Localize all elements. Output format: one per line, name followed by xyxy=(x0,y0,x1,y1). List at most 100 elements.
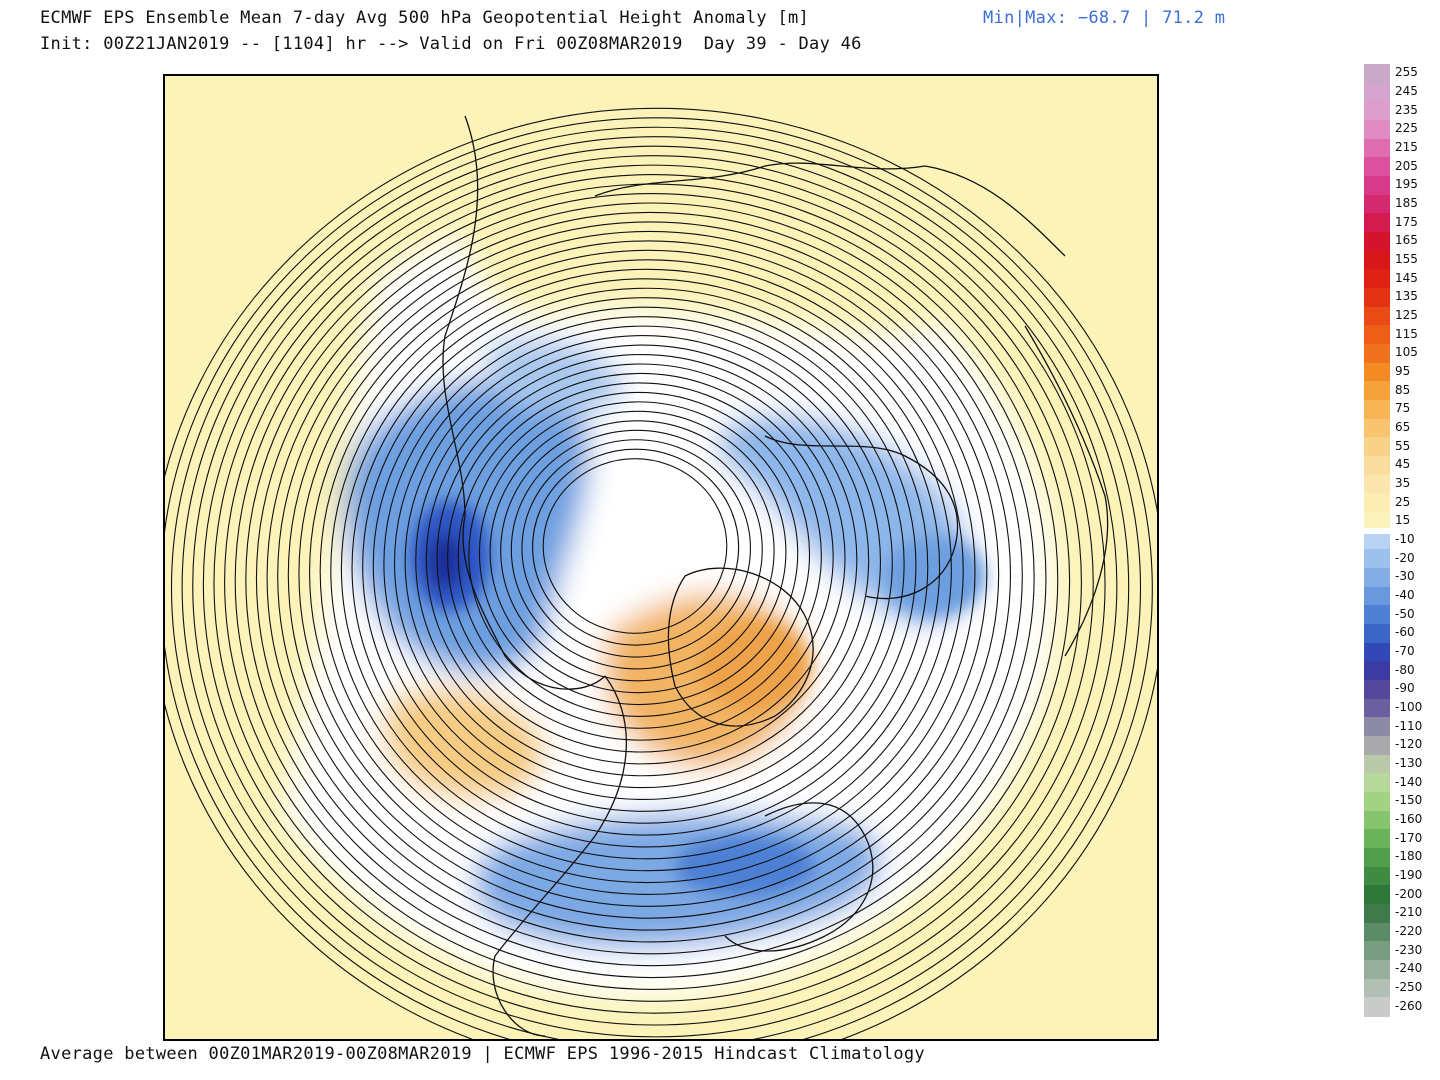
height-contours xyxy=(165,107,1157,1039)
height-contour-line xyxy=(277,221,1023,931)
height-contour-line xyxy=(224,174,1082,990)
height-contour-line xyxy=(165,117,1153,1039)
colorbar-label: -130 xyxy=(1395,756,1423,770)
colorbar-swatch xyxy=(1364,418,1390,438)
init-valid-line: Init: 00Z21JAN2019 -- [1104] hr --> Vali… xyxy=(40,34,862,54)
colorbar-swatch xyxy=(1364,568,1390,588)
height-contour-line xyxy=(181,136,1130,1038)
colorbar-swatch xyxy=(1364,549,1390,569)
colorbar-label: 65 xyxy=(1395,420,1411,434)
colorbar-label: 255 xyxy=(1395,65,1418,80)
coastline-na-west xyxy=(492,675,627,1037)
colorbar-swatch xyxy=(1364,194,1390,214)
colorbar-zero-gap xyxy=(1364,527,1390,534)
colorbar-label: -20 xyxy=(1395,550,1415,565)
height-contour-line xyxy=(404,335,882,789)
colorbar-swatch xyxy=(1364,437,1390,457)
height-contour-line xyxy=(213,164,1094,1002)
colorbar-swatch xyxy=(1364,250,1390,270)
map-canvas xyxy=(165,76,1157,1039)
height-contour-line xyxy=(171,126,1141,1039)
colorbar-swatch xyxy=(1364,381,1390,401)
colorbar-swatch xyxy=(1364,176,1390,196)
colorbar-swatch xyxy=(1364,101,1390,121)
coastline-siberia xyxy=(594,162,1066,257)
colorbar-swatch xyxy=(1364,661,1390,681)
height-contour-line xyxy=(489,410,787,694)
colorbar-label: 85 xyxy=(1395,382,1411,397)
coastline-west xyxy=(442,115,606,690)
colorbar-swatch xyxy=(1364,306,1390,326)
colorbar-label: -120 xyxy=(1395,737,1423,752)
height-contour-line xyxy=(383,316,905,812)
min-max-readout: Min|Max: −68.7 | 71.2 m xyxy=(983,8,1226,28)
height-contour-line xyxy=(362,297,929,836)
colorbar-swatch xyxy=(1364,530,1390,550)
height-contour-line xyxy=(192,145,1118,1026)
colorbar-label: -160 xyxy=(1395,812,1423,826)
colorbar-label: -240 xyxy=(1395,961,1423,976)
height-contour-line xyxy=(330,268,964,872)
colorbar-label: 205 xyxy=(1395,158,1418,173)
colorbar-label: -90 xyxy=(1395,681,1415,696)
colorbar-swatch xyxy=(1364,512,1390,532)
colorbar-label: -140 xyxy=(1395,774,1423,789)
colorbar-label: 155 xyxy=(1395,252,1418,266)
colorbar-swatch xyxy=(1364,493,1390,513)
colorbar-label: 35 xyxy=(1395,476,1411,490)
height-contour-line xyxy=(393,325,893,801)
colorbar-swatch xyxy=(1364,754,1390,774)
colorbar-swatch xyxy=(1364,157,1390,177)
colorbar-swatch xyxy=(1364,941,1390,961)
colorbar-label: -30 xyxy=(1395,569,1415,584)
colorbar-label: 145 xyxy=(1395,270,1418,285)
height-contour-line xyxy=(255,202,1047,955)
colorbar-swatch xyxy=(1364,810,1390,830)
height-contour-line xyxy=(468,391,811,717)
colorbar-label: 195 xyxy=(1395,177,1418,192)
height-contour-line xyxy=(309,249,988,895)
height-contour-line xyxy=(425,353,858,765)
height-contour-line xyxy=(521,439,751,658)
colorbar-swatch xyxy=(1364,773,1390,793)
height-contour-line xyxy=(202,155,1106,1014)
height-contour-line xyxy=(542,458,728,634)
height-contour-line xyxy=(165,107,1157,1039)
colorbar-swatch xyxy=(1364,586,1390,606)
colorbar-label: 215 xyxy=(1395,140,1418,154)
colorbar-swatch xyxy=(1364,922,1390,942)
colorbar-label: -250 xyxy=(1395,980,1423,994)
colorbar-swatch xyxy=(1364,362,1390,382)
colorbar-swatch xyxy=(1364,848,1390,868)
colorbar-label: 15 xyxy=(1395,513,1411,528)
coastline-na-east xyxy=(724,802,874,952)
colorbar-swatch xyxy=(1364,829,1390,849)
height-contour-line xyxy=(500,420,775,682)
colorbar-label: -230 xyxy=(1395,942,1423,957)
colorbar-label: -200 xyxy=(1395,886,1423,901)
colorbar-label: -210 xyxy=(1395,905,1423,920)
chart-title: ECMWF EPS Ensemble Mean 7-day Avg 500 hP… xyxy=(40,8,810,28)
height-contour-line xyxy=(447,372,834,741)
colorbar-label: -260 xyxy=(1395,998,1423,1013)
height-contour-line xyxy=(372,306,917,824)
colorbar-label: 115 xyxy=(1395,326,1418,341)
colorbar-swatch xyxy=(1364,717,1390,737)
colorbar-swatch xyxy=(1364,978,1390,998)
colorbar-label: -50 xyxy=(1395,606,1415,621)
colorbar-swatch xyxy=(1364,792,1390,812)
colorbar-label: -150 xyxy=(1395,793,1423,808)
colorbar-label: -70 xyxy=(1395,644,1415,658)
coastline-east xyxy=(1024,325,1109,657)
height-contour-line xyxy=(245,192,1059,967)
colorbar-swatch xyxy=(1364,64,1390,84)
height-contour-line xyxy=(436,363,846,753)
height-contour-line xyxy=(319,259,976,884)
height-contour-line xyxy=(415,344,870,777)
colorbar-swatch xyxy=(1364,642,1390,662)
colorbar-label: -190 xyxy=(1395,868,1423,882)
height-contour-line xyxy=(510,429,763,670)
footer-note: Average between 00Z01MAR2019-00Z08MAR201… xyxy=(40,1044,925,1064)
coastlines xyxy=(442,115,1109,1037)
colorbar-swatch xyxy=(1364,698,1390,718)
